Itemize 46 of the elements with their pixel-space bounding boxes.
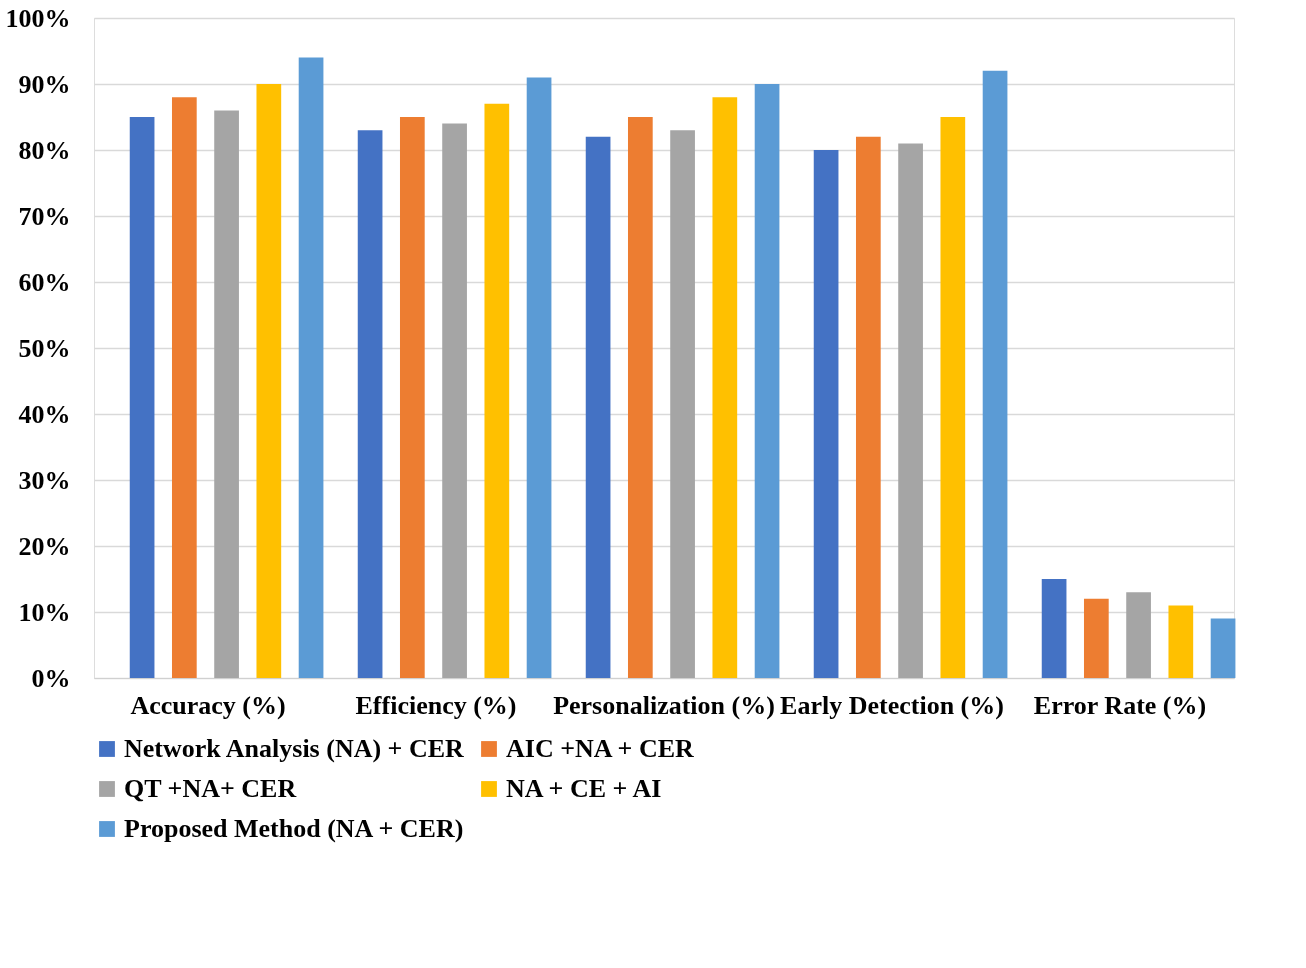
bar [1210, 618, 1236, 678]
legend-label: QT +NA+ CER [124, 774, 297, 803]
x-tick-label: Early Detection (%) [780, 690, 1004, 720]
bar [298, 57, 324, 678]
bar [1126, 592, 1151, 678]
x-tick-label: Efficiency (%) [355, 690, 517, 720]
bar [1168, 605, 1194, 678]
legend-label: NA + CE + AI [506, 774, 662, 803]
y-tick-label: 80% [18, 135, 71, 165]
y-tick-label: 40% [18, 399, 71, 429]
y-tick-label: 30% [18, 465, 71, 495]
y-tick-label: 10% [18, 597, 71, 627]
bar [129, 117, 155, 678]
legend-label: AIC +NA + CER [506, 734, 695, 763]
x-tick-label: Accuracy (%) [130, 690, 286, 720]
bar [526, 77, 552, 678]
y-tick-label: 60% [18, 267, 71, 297]
y-tick-label: 0% [31, 663, 71, 693]
bar [585, 136, 611, 678]
bar [813, 150, 839, 678]
bar [399, 117, 425, 678]
bar [357, 130, 383, 678]
y-tick-label: 20% [18, 531, 71, 561]
bar [754, 84, 780, 678]
legend-label: Network Analysis (NA) + CER [124, 734, 465, 763]
bar [627, 117, 653, 678]
x-tick-label: Error Rate (%) [1033, 690, 1207, 720]
bar [940, 117, 966, 678]
bar [855, 136, 881, 678]
bar [982, 70, 1008, 678]
bar [171, 97, 197, 678]
bar [484, 103, 510, 678]
y-tick-label: 50% [18, 333, 71, 363]
bar [1083, 598, 1109, 678]
y-tick-label: 90% [18, 69, 71, 99]
x-tick-label: Personalization (%) [553, 690, 775, 720]
bar [670, 130, 695, 678]
y-tick-label: 70% [18, 201, 71, 231]
y-tick-label: 100% [5, 3, 71, 33]
bar [1041, 579, 1067, 678]
bar [712, 97, 738, 678]
bar [256, 84, 282, 678]
bar [214, 110, 239, 678]
legend-label: Proposed Method (NA + CER) [124, 814, 464, 843]
bar [898, 143, 923, 678]
bar [442, 123, 467, 678]
